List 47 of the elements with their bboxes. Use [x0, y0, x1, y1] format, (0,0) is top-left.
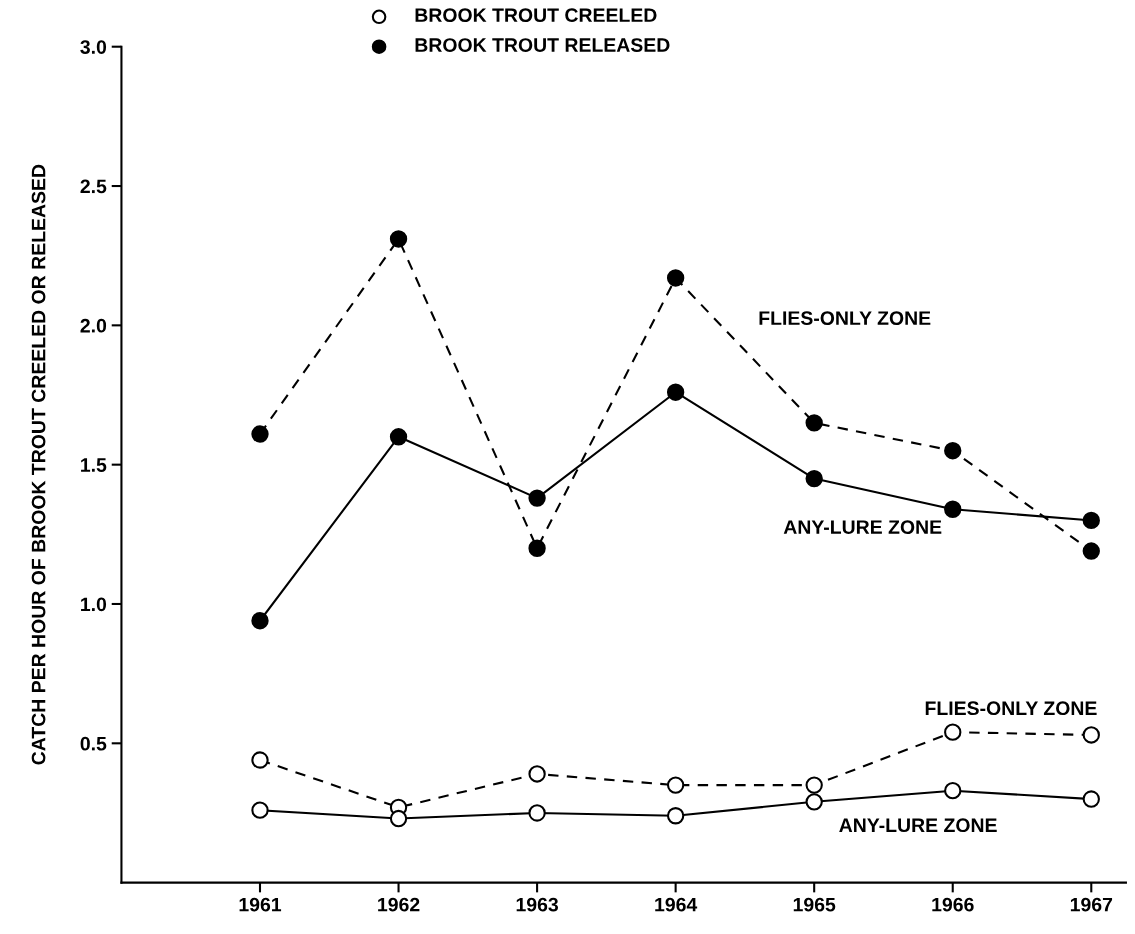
x-tick-label: 1961	[239, 897, 282, 912]
point	[805, 793, 823, 811]
point	[666, 383, 685, 401]
point	[805, 469, 823, 488]
series-label: ANY-LURE ZONE	[839, 818, 997, 833]
point	[528, 765, 546, 783]
point	[389, 809, 408, 828]
series-label: ANY-LURE ZONE	[783, 520, 942, 534]
point	[1082, 542, 1100, 560]
y-tick-label: 0.5	[80, 736, 107, 751]
point	[805, 776, 823, 794]
y-tick-label: 1.0	[81, 597, 107, 612]
y-tick-label: 3.0	[80, 40, 107, 54]
point	[251, 801, 269, 819]
point	[251, 751, 269, 769]
point	[389, 428, 408, 446]
point	[1082, 511, 1100, 530]
y-tick-label: 2.0	[80, 318, 107, 333]
x-tick-label: 1963	[516, 897, 559, 912]
point	[944, 782, 962, 800]
point	[666, 807, 685, 825]
point	[944, 723, 962, 741]
annotation: BROOK TROUT RELEASED	[415, 38, 670, 52]
x-tick-label: 1967	[1070, 897, 1113, 912]
series-label: FLIES-ONLY ZONE	[759, 311, 931, 325]
point	[1082, 790, 1100, 808]
y-tick-label: 1.5	[81, 458, 107, 472]
point	[944, 500, 962, 518]
point	[528, 804, 546, 822]
point	[666, 776, 685, 794]
x-tick-label: 1962	[378, 897, 420, 912]
x-tick-label: 1964	[655, 897, 698, 912]
x-tick-label: 1965	[793, 897, 836, 912]
series-label: FLIES-ONLY ZONE	[925, 701, 1097, 716]
y-axis-title: CATCH PER HOUR OF BROOK TROUT CREELED OR RELEASED	[31, 164, 46, 765]
x-tick-label: 1966	[932, 897, 974, 912]
point	[389, 230, 408, 248]
point	[944, 442, 962, 460]
point	[528, 539, 546, 557]
point	[1082, 726, 1100, 744]
y-tick-label: 2.5	[80, 179, 107, 194]
point	[666, 269, 685, 287]
point	[528, 489, 546, 507]
point	[805, 414, 823, 432]
point	[251, 612, 269, 630]
text: BROOK TROUT CREELED	[415, 8, 657, 23]
point	[251, 425, 269, 443]
